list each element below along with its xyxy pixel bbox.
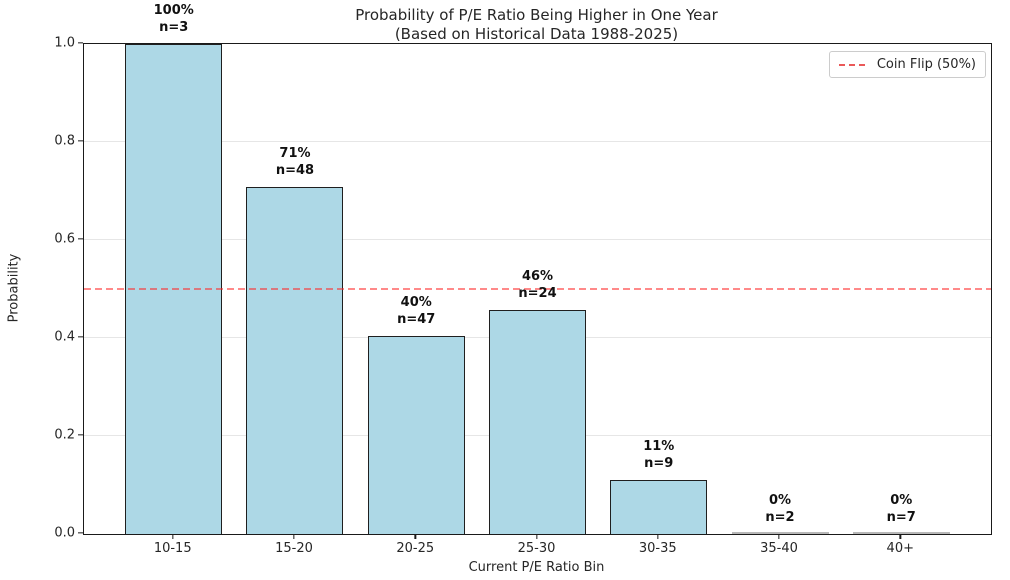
bar-n: n=7 — [886, 510, 916, 525]
bar-label-20-25: 40% n=47 — [397, 294, 435, 328]
bar-pct: 0% — [890, 493, 913, 508]
ytick-0.6: 0.6 — [54, 231, 75, 247]
xtick-25-30: 25-30 — [517, 541, 556, 556]
bar-labels: 100% n=3 71% n=48 40% n=47 46% n=24 11% n=9 0% n=2 0… — [84, 3, 991, 534]
bar-n: n=47 — [397, 312, 436, 328]
bar-label-25-30: 46% n=24 — [518, 268, 556, 302]
dashed-line-swatch — [838, 63, 869, 66]
bar-pct: 11% — [643, 438, 675, 454]
bar-n: n=3 — [159, 20, 189, 35]
gridline — [84, 239, 991, 240]
ytick-0.4: 0.4 — [54, 329, 75, 345]
xtick-mark — [535, 534, 538, 539]
bar-n: n=9 — [644, 455, 674, 471]
bar-label-15-20: 71% n=48 — [276, 145, 314, 179]
xtick-mark — [414, 534, 416, 539]
bar-label-10-15: 100% n=3 — [154, 2, 194, 36]
y-axis-label: Probability — [6, 253, 22, 323]
bar-label-35-40: 0% n=2 — [765, 492, 794, 526]
xtick-mark — [172, 534, 174, 539]
ytick-mark — [78, 434, 83, 436]
bar-n: n=2 — [765, 510, 795, 525]
xtick-15-20: 15-20 — [275, 541, 313, 556]
bar-label-30-35: 11% n=9 — [643, 438, 674, 472]
coin-flip-reference-line — [84, 288, 991, 290]
ytick-1.0: 1.0 — [54, 35, 75, 51]
xtick-mark — [293, 534, 295, 539]
bar-40+ — [852, 532, 950, 534]
ytick-mark — [78, 140, 83, 142]
ytick-0.8: 0.8 — [54, 133, 75, 149]
x-axis-label: Current P/E Ratio Bin — [468, 560, 605, 575]
ytick-mark — [78, 336, 83, 338]
ytick-0.0: 0.0 — [54, 525, 75, 541]
gridline — [84, 141, 991, 142]
bar-30-35 — [610, 479, 708, 534]
bar-label-40+: 0% n=7 — [887, 492, 916, 526]
ytick-0.2: 0.2 — [54, 427, 75, 443]
xtick-30-35: 30-35 — [638, 541, 677, 556]
xtick-mark — [899, 534, 901, 539]
bar-pct: 40% — [400, 295, 432, 311]
bar-35-40 — [731, 532, 829, 534]
legend: Coin Flip (50%) — [828, 51, 986, 78]
ytick-mark — [78, 238, 83, 240]
xtick-10-15: 10-15 — [153, 541, 192, 556]
chart-title-line2: (Based on Historical Data 1988-2025) — [394, 25, 679, 43]
bar-n: n=24 — [518, 285, 557, 301]
bar-pct: 46% — [521, 268, 554, 284]
bar-15-20 — [246, 187, 344, 534]
bar-n: n=48 — [275, 163, 315, 179]
chart-title: Probability of P/E Ratio Being Higher in… — [83, 6, 990, 44]
xtick-20-25: 20-25 — [396, 541, 435, 556]
bar-pct: 71% — [279, 146, 311, 162]
legend-label: Coin Flip (50%) — [876, 57, 976, 72]
bar-pct: 0% — [768, 493, 792, 508]
bar-20-25 — [367, 336, 465, 534]
xtick-mark — [778, 534, 780, 539]
ytick-mark — [78, 532, 83, 534]
bar-pct: 100% — [153, 3, 194, 18]
bar-25-30 — [488, 309, 586, 534]
chart-title-line1: Probability of P/E Ratio Being Higher in… — [355, 6, 718, 24]
xtick-35-40: 35-40 — [760, 541, 798, 556]
xtick-mark — [657, 534, 659, 539]
plot-area: 100% n=3 71% n=48 40% n=47 46% n=24 11% n=9 0% n=2 0… — [83, 3, 992, 535]
ytick-mark — [78, 42, 83, 44]
xtick-40+: 40+ — [886, 541, 914, 556]
